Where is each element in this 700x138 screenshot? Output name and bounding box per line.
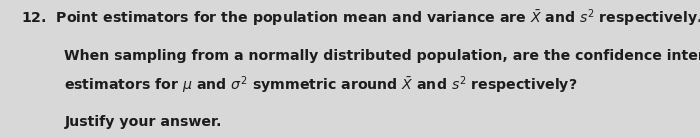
Text: 12.  Point estimators for the population mean and variance are $\bar{X}$ and $s^: 12. Point estimators for the population … (21, 8, 700, 29)
Text: Justify your answer.: Justify your answer. (64, 115, 222, 129)
Text: When sampling from a normally distributed population, are the confidence interva: When sampling from a normally distribute… (64, 49, 700, 63)
Text: estimators for $\mu$ and $\sigma^2$ symmetric around $\bar{X}$ and $s^2$ respect: estimators for $\mu$ and $\sigma^2$ symm… (64, 74, 578, 95)
